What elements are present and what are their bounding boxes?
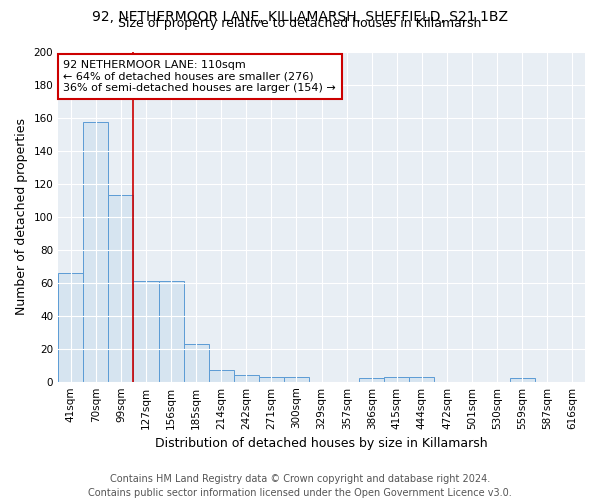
Text: 92, NETHERMOOR LANE, KILLAMARSH, SHEFFIELD, S21 1BZ: 92, NETHERMOOR LANE, KILLAMARSH, SHEFFIE…	[92, 10, 508, 24]
Bar	[409, 376, 434, 382]
Bar	[109, 195, 133, 382]
Bar	[83, 122, 109, 382]
Text: 92 NETHERMOOR LANE: 110sqm
← 64% of detached houses are smaller (276)
36% of sem: 92 NETHERMOOR LANE: 110sqm ← 64% of deta…	[64, 60, 336, 93]
Text: Size of property relative to detached houses in Killamarsh: Size of property relative to detached ho…	[118, 18, 482, 30]
Bar	[133, 281, 158, 382]
Bar	[58, 272, 83, 382]
Y-axis label: Number of detached properties: Number of detached properties	[15, 118, 28, 315]
Bar	[284, 376, 309, 382]
Bar	[385, 376, 409, 382]
Bar	[359, 378, 385, 382]
Bar	[184, 344, 209, 382]
Bar	[259, 376, 284, 382]
Bar	[209, 370, 234, 382]
Text: Contains HM Land Registry data © Crown copyright and database right 2024.
Contai: Contains HM Land Registry data © Crown c…	[88, 474, 512, 498]
Bar	[234, 375, 259, 382]
X-axis label: Distribution of detached houses by size in Killamarsh: Distribution of detached houses by size …	[155, 437, 488, 450]
Bar	[510, 378, 535, 382]
Bar	[158, 281, 184, 382]
